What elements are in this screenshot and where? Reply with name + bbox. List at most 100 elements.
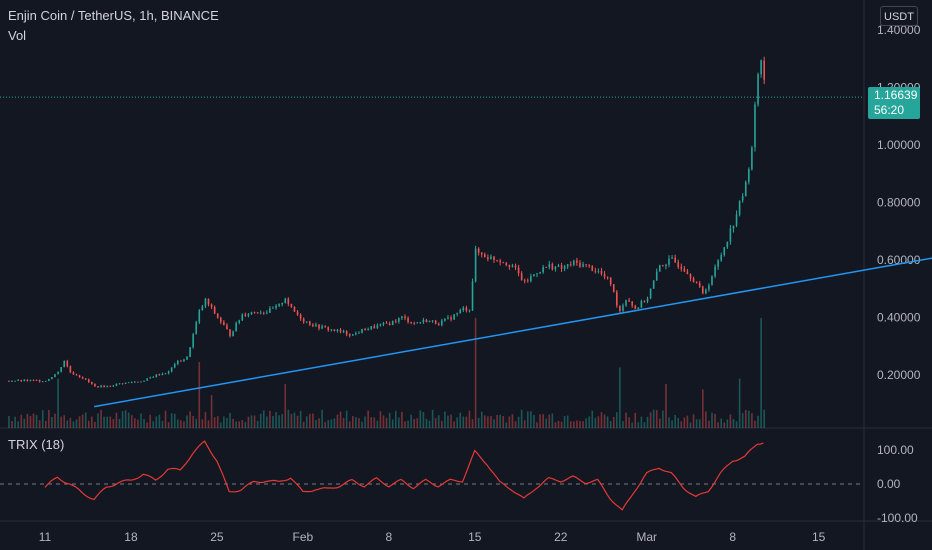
volume-bar — [662, 410, 664, 428]
volume-bar — [281, 414, 283, 428]
volume-bar — [404, 421, 406, 428]
candle-body — [26, 379, 29, 382]
candle-body — [140, 381, 142, 383]
volume-bar — [134, 418, 136, 428]
volume-bar — [287, 409, 290, 428]
candle-body — [223, 322, 225, 326]
volume-bar — [591, 410, 594, 428]
candle-body — [631, 301, 633, 306]
candle-body — [198, 310, 201, 323]
volume-bar — [717, 422, 719, 428]
candle-body — [579, 262, 581, 267]
candle-body — [441, 320, 443, 326]
candle-body — [210, 304, 213, 308]
candle-body — [744, 181, 747, 197]
candle-body — [370, 326, 373, 329]
candle-body — [124, 382, 127, 384]
volume-bar — [643, 422, 646, 428]
candle-body — [612, 284, 615, 292]
candle-body — [735, 214, 738, 226]
candle-body — [689, 274, 692, 279]
volume-bar — [720, 418, 722, 428]
candle-body — [29, 380, 32, 382]
candle-body — [505, 262, 508, 266]
candle-body — [526, 280, 529, 282]
volume-bar — [370, 417, 373, 428]
volume-bar — [373, 417, 376, 428]
candle-body — [606, 276, 609, 278]
candle-body — [54, 374, 56, 378]
volume-bar — [216, 416, 219, 428]
candle-body — [637, 307, 640, 310]
volume-bar — [508, 416, 511, 428]
volume-bar — [600, 412, 603, 428]
candle-body — [69, 366, 72, 373]
volume-bar — [207, 420, 210, 428]
candle-body — [751, 147, 753, 170]
volume-bar — [428, 420, 431, 428]
volume-bar — [127, 412, 130, 428]
candle-body — [235, 322, 237, 332]
volume-bar — [490, 416, 492, 428]
volume-bar — [539, 414, 541, 428]
candle-body — [155, 374, 158, 378]
candle-body — [149, 377, 151, 379]
volume-bar — [637, 422, 640, 428]
volume-bar — [511, 414, 514, 428]
volume-bar — [195, 418, 198, 428]
volume-bar — [364, 416, 366, 428]
volume-bar — [576, 420, 578, 428]
candle-body — [450, 317, 452, 320]
candle-body — [649, 288, 652, 299]
candle-body — [652, 280, 655, 289]
currency-badge[interactable]: USDT — [880, 6, 918, 26]
candle-body — [542, 267, 544, 273]
volume-bar — [91, 416, 93, 428]
trix-label: TRIX (18) — [8, 437, 65, 452]
trix-tick-label: -100.00 — [877, 511, 918, 525]
volume-bar — [278, 415, 280, 428]
volume-bar — [204, 412, 207, 428]
volume-bar — [124, 410, 127, 428]
volume-bar — [235, 421, 237, 428]
candle-body — [723, 247, 726, 256]
candle-body — [659, 265, 661, 272]
candle-body — [253, 312, 256, 314]
volume-bar — [103, 416, 105, 428]
candle-body — [662, 265, 664, 267]
volume-bar — [477, 417, 480, 428]
trend-line — [93, 257, 932, 408]
volume-bar — [594, 417, 597, 428]
volume-bar — [309, 413, 311, 428]
candle-body — [192, 334, 194, 348]
volume-bar — [499, 414, 501, 428]
volume-bar — [530, 411, 532, 428]
candle-body — [373, 326, 376, 328]
volume-bar — [692, 414, 695, 428]
candle-body — [81, 377, 84, 379]
candle-body — [385, 322, 388, 324]
volume-bar — [333, 418, 336, 428]
volume-bar — [450, 414, 452, 428]
candle-body — [262, 312, 265, 314]
last-price-tag: 1.16639 56:20 — [868, 87, 920, 119]
volume-bar — [401, 411, 403, 428]
volume-bar — [557, 420, 560, 428]
candle-body — [711, 276, 713, 286]
volume-bar — [361, 421, 363, 428]
candle-body — [17, 379, 19, 381]
candle-body — [259, 312, 262, 314]
volume-bar — [631, 422, 633, 428]
time-tick-label: 8 — [729, 530, 736, 544]
candle-body — [333, 329, 336, 331]
volume-bar — [391, 419, 394, 428]
volume-bar — [665, 384, 667, 428]
volume-bar — [612, 416, 615, 428]
volume-bar — [649, 412, 652, 428]
candle-body — [23, 379, 26, 382]
candle-body — [437, 323, 440, 326]
volume-bar — [763, 409, 765, 428]
candle-body — [622, 305, 624, 311]
volume-bar — [315, 419, 317, 428]
